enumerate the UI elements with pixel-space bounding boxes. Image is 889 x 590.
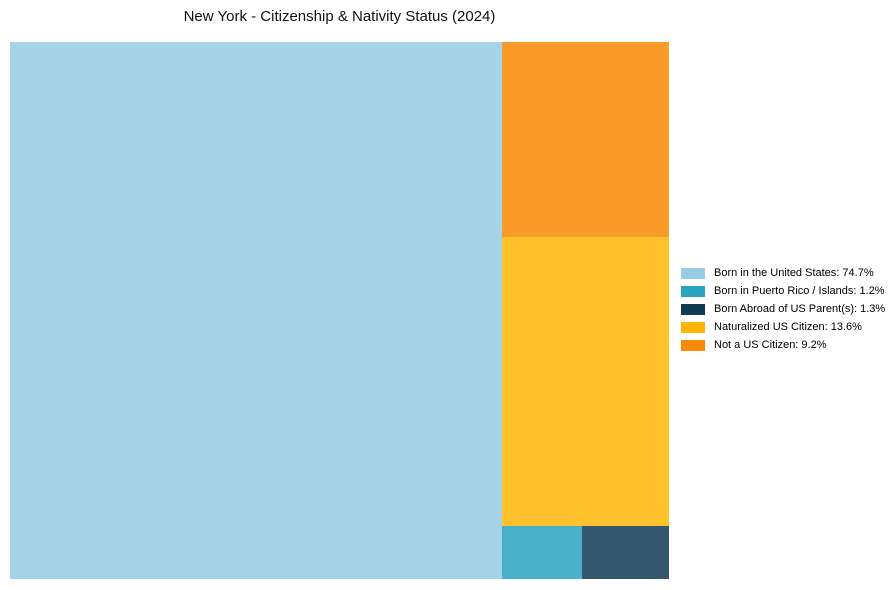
treemap-tile-born-in-puerto-rico-islands[interactable] — [502, 526, 582, 579]
treemap-tile-not-a-us-citizen[interactable] — [502, 42, 669, 237]
legend-item-born-in-puerto-rico-islands[interactable]: Born in Puerto Rico / Islands: 1.2% — [681, 285, 885, 297]
chart-title: New York - Citizenship & Nativity Status… — [183, 8, 496, 25]
legend-item-label: Naturalized US Citizen: 13.6% — [714, 321, 862, 333]
treemap-tile-born-abroad-of-us-parents[interactable] — [582, 526, 669, 579]
treemap-tile-born-in-united-states[interactable] — [10, 42, 502, 579]
legend-item-not-a-us-citizen[interactable]: Not a US Citizen: 9.2% — [681, 339, 885, 351]
legend-item-label: Not a US Citizen: 9.2% — [714, 339, 827, 351]
legend-item-label: Born in Puerto Rico / Islands: 1.2% — [714, 285, 885, 297]
treemap-bottom-row — [502, 526, 669, 579]
legend-swatch-icon — [681, 285, 705, 297]
legend: Born in the United States: 74.7% Born in… — [681, 267, 885, 357]
legend-item-naturalized-us-citizen[interactable]: Naturalized US Citizen: 13.6% — [681, 321, 885, 333]
legend-swatch-icon — [681, 339, 705, 351]
treemap-chart — [10, 42, 669, 579]
legend-swatch-icon — [681, 267, 705, 279]
legend-item-born-abroad-of-us-parents[interactable]: Born Abroad of US Parent(s): 1.3% — [681, 303, 885, 315]
legend-swatch-icon — [681, 303, 705, 315]
treemap-tile-naturalized-us-citizen[interactable] — [502, 237, 669, 526]
treemap-right-column — [502, 42, 669, 579]
legend-swatch-icon — [681, 321, 705, 333]
legend-item-label: Born Abroad of US Parent(s): 1.3% — [714, 303, 886, 315]
legend-item-born-in-united-states[interactable]: Born in the United States: 74.7% — [681, 267, 885, 279]
legend-item-label: Born in the United States: 74.7% — [714, 267, 874, 279]
